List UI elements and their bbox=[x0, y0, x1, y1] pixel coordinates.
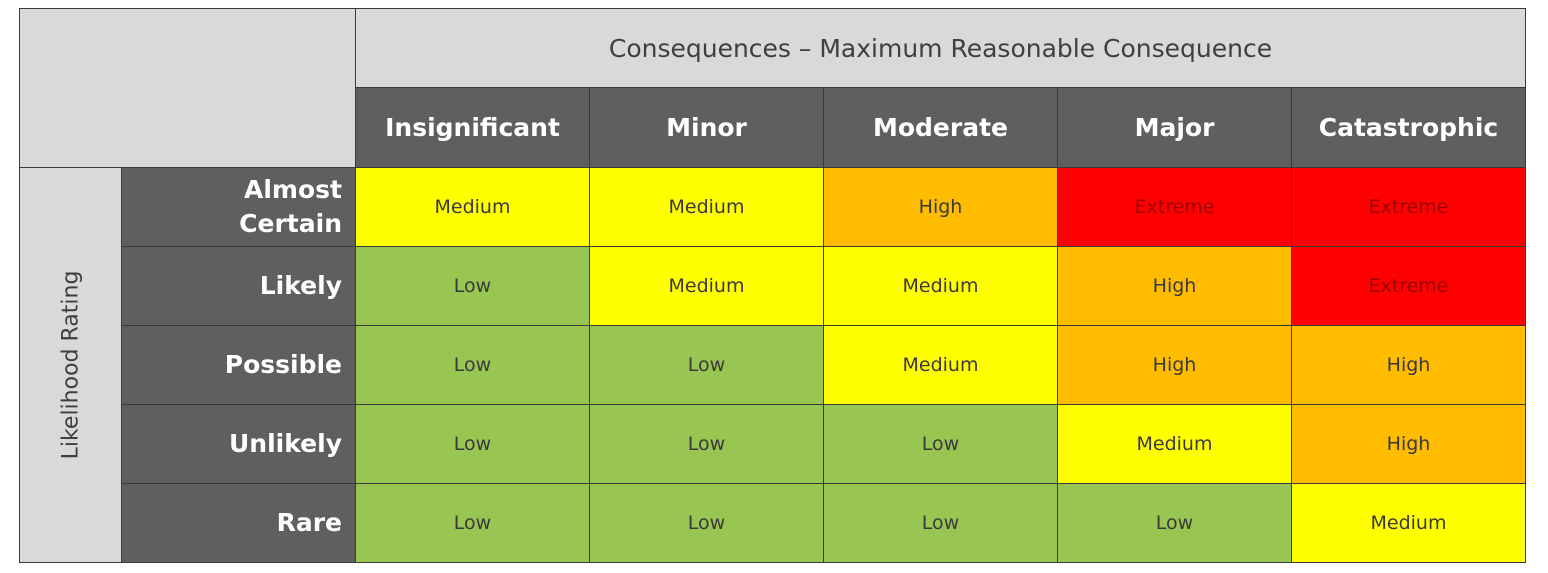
risk-cell: Low bbox=[355, 246, 590, 326]
consequence-header-moderate: Moderate bbox=[823, 87, 1058, 168]
risk-cell: Low bbox=[1057, 483, 1292, 563]
risk-cell: Medium bbox=[823, 325, 1058, 405]
risk-cell: High bbox=[1057, 246, 1292, 326]
risk-cell: Low bbox=[589, 325, 824, 405]
risk-cell: Medium bbox=[589, 246, 824, 326]
risk-cell: High bbox=[1057, 325, 1292, 405]
row-header-possible: Possible bbox=[121, 325, 356, 405]
risk-cell: High bbox=[823, 167, 1058, 247]
risk-cell: Medium bbox=[823, 246, 1058, 326]
consequence-header-minor: Minor bbox=[589, 87, 824, 168]
row-header-likely: Likely bbox=[121, 246, 356, 326]
matrix-row: Unlikely Low Low Low Medium High bbox=[20, 404, 1526, 484]
matrix-row: Likelihood Rating Almost Certain Medium … bbox=[19, 167, 1526, 563]
risk-cell: High bbox=[1291, 325, 1526, 405]
row-label-line2: Certain bbox=[239, 209, 342, 238]
corner-cell bbox=[19, 8, 356, 168]
matrix-row: Possible Low Low Medium High High bbox=[20, 325, 1526, 405]
risk-cell: Low bbox=[355, 325, 590, 405]
matrix-row: Likely Low Medium Medium High Extreme bbox=[20, 246, 1526, 326]
risk-cell: Low bbox=[589, 404, 824, 484]
risk-cell: Low bbox=[589, 483, 824, 563]
row-header-rare: Rare bbox=[121, 483, 356, 563]
consequence-header-major: Major bbox=[1057, 87, 1292, 168]
risk-cell: Medium bbox=[589, 167, 824, 247]
matrix-row: Rare Low Low Low Low Medium bbox=[20, 483, 1526, 563]
risk-cell: Extreme bbox=[1291, 167, 1526, 247]
risk-matrix: Consequences – Maximum Reasonable Conseq… bbox=[19, 8, 1526, 563]
risk-cell: Medium bbox=[1057, 404, 1292, 484]
row-header-unlikely: Unlikely bbox=[121, 404, 356, 484]
risk-cell: Extreme bbox=[1057, 167, 1292, 247]
consequence-header-insignificant: Insignificant bbox=[355, 87, 590, 168]
likelihood-header: Likelihood Rating bbox=[19, 167, 122, 563]
risk-cell: Medium bbox=[1291, 483, 1526, 563]
risk-cell: High bbox=[1291, 404, 1526, 484]
risk-cell: Low bbox=[355, 483, 590, 563]
row-header-almost-certain: Almost Certain bbox=[121, 167, 356, 247]
row-label-line1: Almost bbox=[244, 175, 342, 204]
consequences-header: Consequences – Maximum Reasonable Conseq… bbox=[355, 8, 1526, 88]
risk-cell: Medium bbox=[355, 167, 590, 247]
risk-cell: Low bbox=[823, 404, 1058, 484]
risk-cell: Low bbox=[823, 483, 1058, 563]
risk-cell: Low bbox=[355, 404, 590, 484]
consequence-header-catastrophic: Catastrophic bbox=[1291, 87, 1526, 168]
risk-cell: Extreme bbox=[1291, 246, 1526, 326]
likelihood-label: Likelihood Rating bbox=[58, 270, 83, 460]
